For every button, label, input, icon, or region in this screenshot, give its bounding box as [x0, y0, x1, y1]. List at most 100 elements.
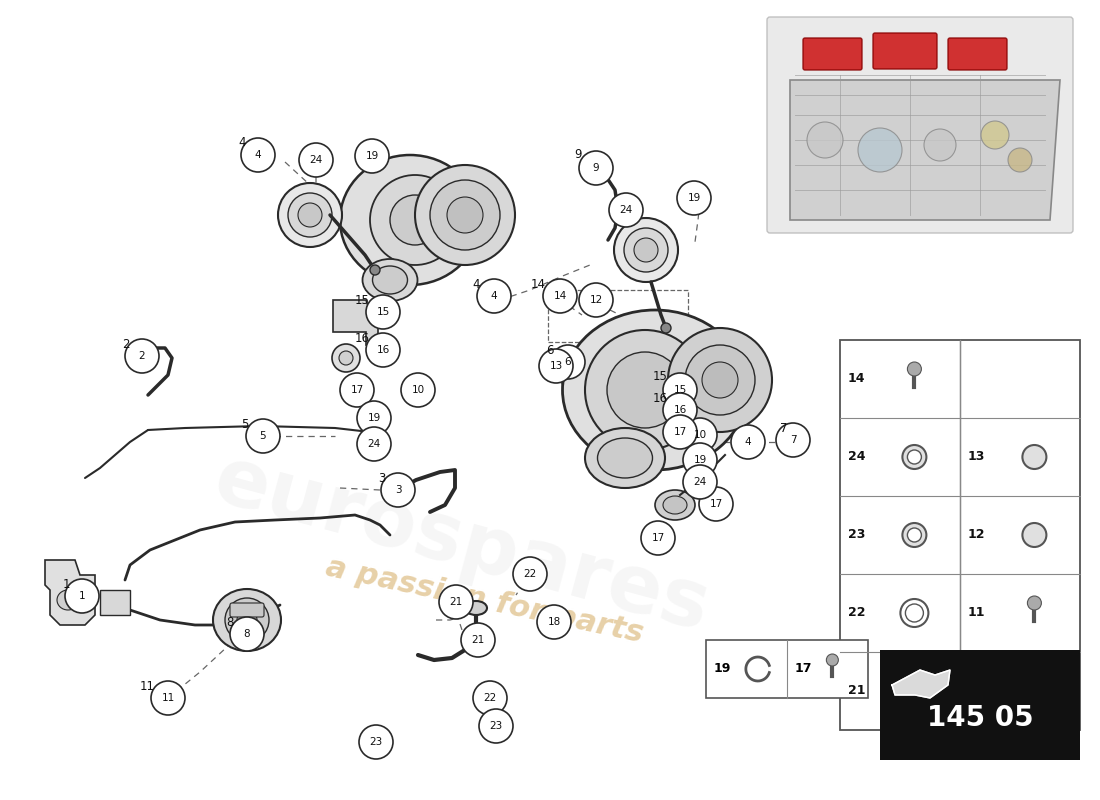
Ellipse shape	[654, 490, 695, 520]
Circle shape	[685, 345, 755, 415]
Circle shape	[478, 709, 513, 743]
Text: 1: 1	[79, 591, 86, 601]
Text: 15: 15	[376, 307, 389, 317]
Text: 7: 7	[780, 422, 788, 434]
Text: 1: 1	[63, 578, 70, 590]
Ellipse shape	[585, 428, 666, 488]
Text: 10: 10	[968, 685, 986, 698]
Circle shape	[381, 473, 415, 507]
Circle shape	[579, 283, 613, 317]
FancyBboxPatch shape	[230, 603, 264, 617]
Ellipse shape	[340, 155, 480, 285]
FancyBboxPatch shape	[948, 38, 1006, 70]
Ellipse shape	[597, 438, 652, 478]
Text: 17: 17	[710, 499, 723, 509]
Circle shape	[366, 295, 400, 329]
Circle shape	[826, 654, 838, 666]
Circle shape	[358, 401, 390, 435]
Text: 17: 17	[351, 385, 364, 395]
Polygon shape	[45, 560, 95, 625]
Ellipse shape	[663, 496, 688, 514]
Text: 12: 12	[968, 529, 986, 542]
Circle shape	[905, 604, 923, 622]
Text: 17: 17	[673, 427, 686, 437]
Text: 16: 16	[673, 405, 686, 415]
Circle shape	[698, 487, 733, 521]
Text: 22: 22	[483, 693, 496, 703]
Text: 21: 21	[450, 597, 463, 607]
Text: 2: 2	[139, 351, 145, 361]
Circle shape	[332, 344, 360, 372]
Circle shape	[340, 373, 374, 407]
Circle shape	[676, 181, 711, 215]
Text: 12: 12	[590, 295, 603, 305]
Text: 8: 8	[227, 615, 234, 629]
FancyBboxPatch shape	[880, 650, 1080, 760]
Text: 5: 5	[241, 418, 248, 430]
Circle shape	[537, 605, 571, 639]
Circle shape	[447, 197, 483, 233]
Text: 17: 17	[651, 533, 664, 543]
Text: 6: 6	[547, 343, 554, 357]
Circle shape	[241, 138, 275, 172]
Circle shape	[908, 362, 922, 376]
Text: 145 05: 145 05	[926, 704, 1033, 732]
Circle shape	[543, 279, 578, 313]
Circle shape	[339, 351, 353, 365]
Circle shape	[366, 333, 400, 367]
Circle shape	[641, 521, 675, 555]
Circle shape	[908, 528, 922, 542]
Text: 24: 24	[367, 439, 381, 449]
Text: 15: 15	[653, 370, 668, 383]
Text: 10: 10	[411, 385, 425, 395]
Circle shape	[439, 585, 473, 619]
Circle shape	[415, 165, 515, 265]
Circle shape	[370, 265, 379, 275]
FancyBboxPatch shape	[840, 340, 1080, 730]
Circle shape	[579, 151, 613, 185]
Text: 22: 22	[524, 569, 537, 579]
Text: 21: 21	[472, 635, 485, 645]
Text: 24: 24	[309, 155, 322, 165]
Text: 23: 23	[490, 721, 503, 731]
FancyBboxPatch shape	[803, 38, 862, 70]
Circle shape	[732, 425, 764, 459]
Circle shape	[539, 349, 573, 383]
Text: 14: 14	[531, 278, 546, 290]
Circle shape	[355, 139, 389, 173]
Circle shape	[614, 218, 678, 282]
Circle shape	[908, 674, 922, 688]
Circle shape	[390, 195, 440, 245]
Circle shape	[663, 393, 697, 427]
Circle shape	[902, 523, 926, 547]
Text: 16: 16	[376, 345, 389, 355]
Text: 19: 19	[693, 455, 706, 465]
Circle shape	[226, 598, 270, 642]
Text: 9: 9	[574, 149, 582, 162]
Text: 18: 18	[548, 617, 561, 627]
Text: a passion for parts: a passion for parts	[322, 552, 646, 648]
Circle shape	[668, 328, 772, 432]
Polygon shape	[892, 670, 950, 698]
Ellipse shape	[562, 310, 748, 470]
Text: 19: 19	[367, 413, 381, 423]
Circle shape	[1022, 523, 1046, 547]
FancyBboxPatch shape	[873, 33, 937, 69]
Circle shape	[924, 129, 956, 161]
Text: 22: 22	[848, 606, 866, 619]
FancyBboxPatch shape	[706, 640, 868, 698]
Text: 4: 4	[491, 291, 497, 301]
Text: 3: 3	[395, 485, 402, 495]
Text: 10: 10	[693, 430, 706, 440]
Circle shape	[902, 445, 926, 469]
Ellipse shape	[465, 601, 487, 615]
Circle shape	[585, 330, 705, 450]
Text: 15: 15	[355, 294, 370, 306]
Circle shape	[609, 193, 644, 227]
Circle shape	[477, 279, 512, 313]
Text: 17: 17	[795, 662, 813, 675]
Ellipse shape	[57, 590, 79, 610]
Text: 23: 23	[848, 529, 866, 542]
Circle shape	[1027, 596, 1042, 610]
Circle shape	[661, 323, 671, 333]
